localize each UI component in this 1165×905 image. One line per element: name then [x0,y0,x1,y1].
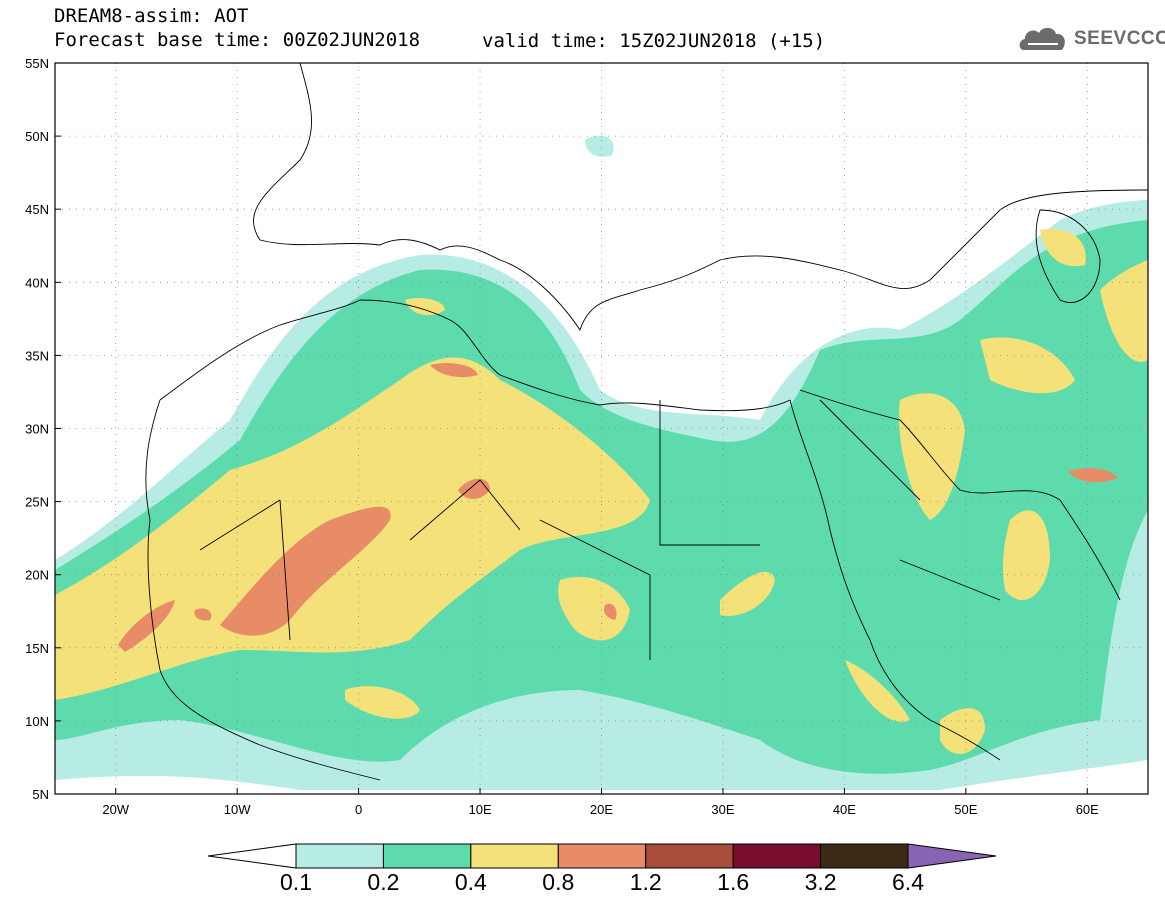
aot-band-0-4h [1002,510,1050,600]
lon-tick-label: 30E [711,802,734,817]
aot-band-0-8c [458,478,490,499]
coast-africa-west [145,399,381,781]
lat-tick-label: 40N [25,275,49,290]
lat-tick-label: 10N [25,714,49,729]
colorbar-level-label: 6.4 [892,869,924,895]
coast-africa-north [159,299,791,412]
aot-band-0-4k [345,686,420,719]
colorbar-box [820,843,909,869]
lat-tick-label: 45N [25,202,49,217]
aot-band-0-8e [1068,468,1118,483]
colorbar-box [382,843,472,869]
colorbar-box [470,843,559,869]
lat-tick-label: 15N [25,641,49,656]
valid-time: valid time: 15Z02JUN2018 (+15) [482,30,826,52]
lon-tick-label: 10W [224,802,251,817]
colorbar-level-label: 0.4 [454,869,487,895]
colorbar-box [557,843,647,869]
border-1 [199,479,521,641]
lat-tick-label: 35N [25,348,49,363]
aot-band-0-8 [220,506,391,636]
coast-redsea [789,399,1001,761]
lon-tick-label: 20E [590,802,613,817]
aot-band-0-4l [405,298,445,316]
aot-band-0-4e [980,337,1075,394]
lon-tick-label: 50E [954,802,977,817]
lon-tick-label: 10E [468,802,491,817]
colorbar-level-label: 0.1 [280,869,312,895]
aot-band-0-8f [604,603,617,620]
aot-band-0-4c [720,571,775,616]
lat-tick-label: 25N [25,495,49,510]
aot-band-0-1b [585,135,614,157]
colorbar-level-label: 0.2 [367,869,400,895]
colorbar-box [295,843,384,869]
colorbar-level-label: 3.2 [804,869,837,895]
axis-ticks: 20W 10W 0 10E 20E 30E 40E 50E 60E 55N 50N 45N 40N 35N… [25,56,1099,817]
lon-tick-label: 0 [355,802,362,817]
aot-band-0-4f [1040,229,1086,267]
title-line-1: DREAM8-assim: AOT [54,5,249,27]
aot-band-0-4d [899,393,965,520]
aot-band-0-8b [118,600,175,652]
aot-band-0-4g [1100,260,1148,362]
colorbar [207,843,997,869]
aot-band-0-8g [194,608,212,621]
forecast-base-time: Forecast base time: 00Z02JUN2018 [54,29,421,51]
coast-arabia [799,389,1121,601]
aot-band-0-4b [558,576,630,641]
aot-band-0-8d [430,363,478,378]
lat-tick-label: 50N [25,129,49,144]
colorbar-box [645,843,734,869]
lat-tick-label: 55N [25,56,49,71]
lat-tick-label: 20N [25,568,49,583]
colorbar-low-arrow [207,843,297,869]
colorbar-box [732,843,822,869]
logo-text: SEEVCCC [1074,28,1165,49]
aot-band-0-4i [845,660,910,722]
coastlines [145,63,1148,781]
aot-fields [55,135,1148,790]
lat-tick-label: 5N [32,787,49,802]
border-3 [819,399,1001,601]
seevccc-logo: SEEVCCC [1016,22,1165,58]
colorbar-high-arrow [907,843,997,869]
colorbar-level-label: 1.2 [629,869,662,895]
colorbar-level-label: 0.8 [542,869,575,895]
lon-tick-label: 20W [102,802,129,817]
aot-band-0-4j [940,708,985,754]
lon-tick-label: 40E [833,802,856,817]
cloud-icon [1019,27,1065,50]
colorbar-level-label: 1.6 [717,869,750,895]
lat-tick-label: 30N [25,422,49,437]
grid [55,63,1148,794]
coast-europe [253,63,1148,332]
lon-tick-label: 60E [1076,802,1099,817]
